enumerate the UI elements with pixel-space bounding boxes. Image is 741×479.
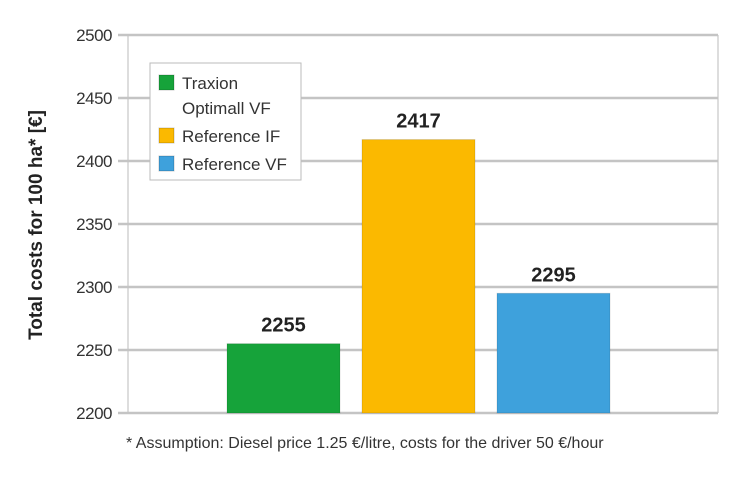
value-label: 2255	[261, 315, 306, 337]
y-tick-label: 2500	[76, 26, 112, 45]
value-label-background	[249, 309, 318, 336]
y-tick-label: 2350	[76, 215, 112, 234]
legend-label: Reference IF	[182, 127, 280, 146]
y-tick-label: 2250	[76, 341, 112, 360]
legend-label: Reference VF	[182, 155, 287, 174]
y-axis-label: Total costs for 100 ha* [€]	[26, 110, 47, 340]
legend-swatch	[158, 127, 175, 144]
bars	[226, 139, 611, 414]
legend-box	[149, 62, 302, 181]
y-tick-label: 2400	[76, 152, 112, 171]
footnote: * Assumption: Diesel price 1.25 €/litre,…	[126, 435, 604, 452]
value-label: 2295	[531, 264, 576, 286]
y-tick-label: 2200	[76, 404, 112, 423]
bar	[361, 139, 476, 414]
legend-label: Traxion	[182, 74, 238, 93]
bar	[226, 343, 341, 414]
value-labels: 2255 2417 2295	[249, 105, 588, 337]
value-label: 2417	[396, 111, 441, 133]
y-tick-label: 2300	[76, 278, 112, 297]
bar	[496, 292, 611, 414]
legend: Traxion Optimall VF Reference IF Reference …	[149, 62, 302, 181]
legend-swatch	[158, 74, 175, 91]
legend-label: Optimall VF	[182, 99, 271, 118]
value-label-background	[384, 105, 453, 132]
y-tick-label: 2450	[76, 89, 112, 108]
legend-swatch	[158, 155, 175, 172]
value-label-background	[519, 259, 588, 286]
